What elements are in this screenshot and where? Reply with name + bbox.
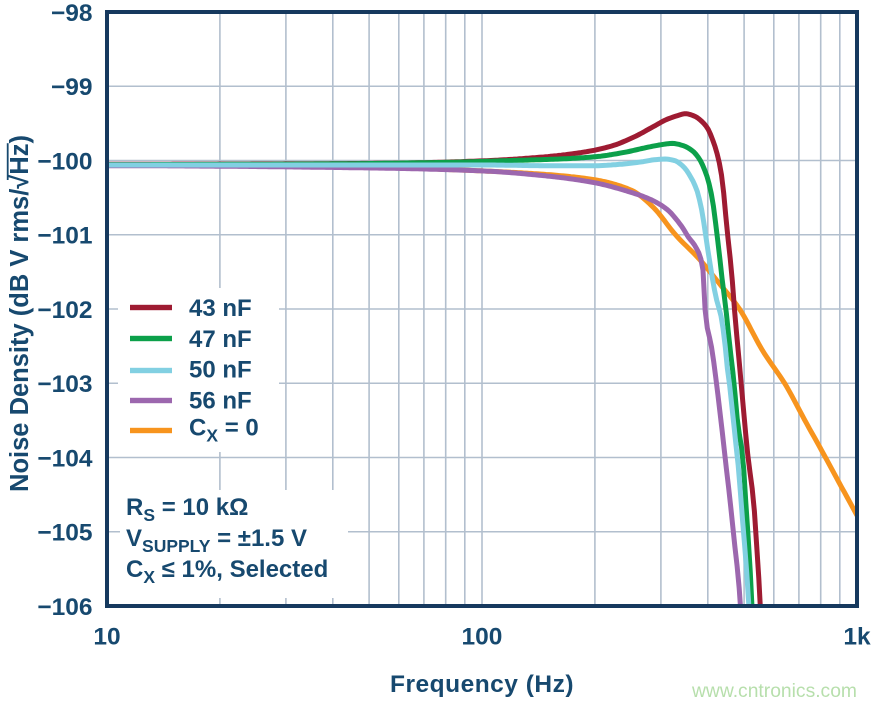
svg-text:−105: −105	[37, 520, 92, 547]
svg-text:1k: 1k	[843, 624, 871, 651]
svg-text:100: 100	[462, 624, 503, 651]
svg-text:−103: −103	[37, 371, 92, 398]
svg-text:Frequency (Hz): Frequency (Hz)	[390, 671, 574, 698]
svg-text:−104: −104	[37, 445, 93, 472]
svg-text:www.cntronics.com: www.cntronics.com	[691, 681, 857, 702]
svg-text:10: 10	[93, 624, 120, 651]
svg-text:CX ≤ 1%, Selected: CX ≤ 1%, Selected	[126, 556, 328, 587]
svg-text:43 nF: 43 nF	[189, 295, 252, 322]
svg-text:−98: −98	[51, 0, 93, 27]
svg-text:56 nF: 56 nF	[189, 388, 252, 415]
svg-text:−106: −106	[37, 594, 92, 621]
svg-text:−100: −100	[37, 148, 92, 175]
svg-text:CX = 0: CX = 0	[189, 415, 259, 446]
svg-text:50 nF: 50 nF	[189, 357, 252, 384]
svg-text:−99: −99	[51, 74, 93, 101]
svg-text:−101: −101	[37, 223, 92, 250]
svg-text:−102: −102	[37, 297, 92, 324]
svg-text:Noise Density (dB V rms/√Hz): Noise Density (dB V rms/√Hz)	[6, 135, 34, 492]
svg-text:47 nF: 47 nF	[189, 326, 252, 353]
